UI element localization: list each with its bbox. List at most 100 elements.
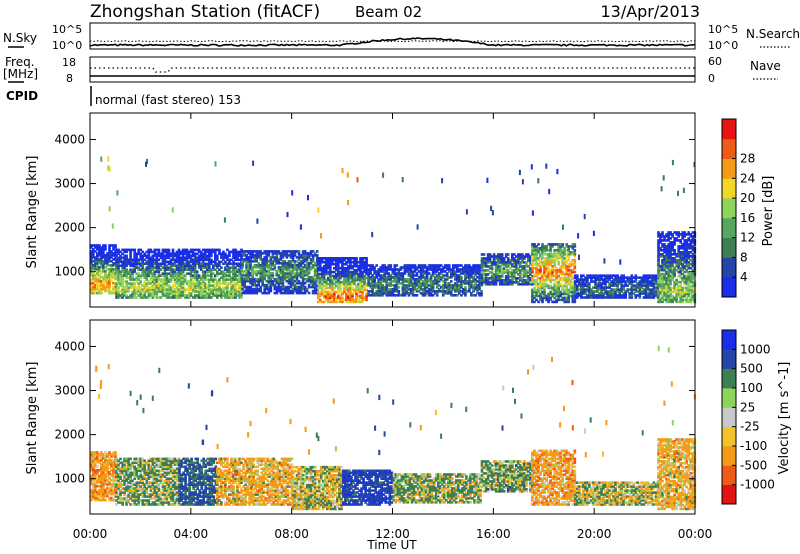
heatmap-cell [279,277,283,281]
heatmap-cell [228,266,231,269]
heatmap-cell [563,266,567,270]
heatmap-cell [169,290,173,293]
heatmap-cell [263,289,267,293]
heatmap-cell [165,248,169,252]
heatmap-cell [115,290,118,293]
heatmap-cell [509,263,512,266]
heatmap-cell [195,290,199,293]
heatmap-cell [181,268,185,271]
heatmap-cell [555,284,558,288]
heatmap-cell [559,247,563,250]
heatmap-cell [316,262,320,266]
heatmap-cell [153,270,157,273]
heatmap-cell [367,276,370,279]
heatmap-cell [541,290,544,294]
heatmap-cell [518,169,521,176]
heatmap-cell [681,251,685,254]
heatmap-cell [559,272,563,276]
heatmap-cell [580,274,583,277]
heatmap-cell [549,268,552,272]
heatmap-cell [151,294,155,297]
heatmap-cell [614,290,617,293]
heatmap-cell [189,264,193,268]
heatmap-cell [273,266,277,269]
heatmap-cell [212,278,215,281]
heatmap-cell [419,278,423,281]
heatmap-cell [470,282,473,285]
heatmap-cell [437,288,441,291]
heatmap-cell [557,257,561,260]
heatmap-cell [659,237,662,240]
heatmap-cell [153,250,157,254]
heatmap-cell [433,276,437,279]
heatmap-cell [584,284,587,287]
heatmap-cell [299,266,303,269]
heatmap-cell [480,294,483,297]
heatmap-cell [299,271,303,275]
heatmap-cell [265,283,269,287]
heatmap-cell [171,284,175,287]
heatmap-cell [385,268,389,271]
heatmap-cell [561,266,565,270]
nave-tick-top: 60 [708,55,722,68]
heatmap-cell [665,249,668,252]
heatmap-cell [478,264,481,267]
heatmap-cell [96,268,99,271]
heatmap-cell [147,288,151,291]
heatmap-cell [576,294,579,297]
heatmap-cell [537,294,540,298]
heatmap-cell [216,270,219,273]
heatmap-cell [486,255,490,258]
heatmap-cell [443,282,447,285]
heatmap-cell [139,288,143,291]
heatmap-cell [232,270,235,273]
heatmap-cell [147,250,151,254]
heatmap-cell [181,292,185,295]
heatmap-cell [203,258,207,262]
heatmap-cell [361,258,364,262]
heatmap-cell [100,254,103,257]
heatmap-cell [409,280,413,283]
heatmap-cell [656,296,660,299]
heatmap-cell [403,270,407,273]
heatmap-cell [403,288,407,291]
heatmap-cell [343,266,346,270]
heatmap-cell [281,291,285,295]
heatmap-cell [208,274,211,277]
heatmap-cell [171,248,175,252]
heatmap-cell [472,286,475,289]
heatmap-cell [419,286,423,289]
heatmap-cell [245,279,248,283]
heatmap-cell [488,277,492,280]
heatmap-cell [395,272,399,275]
heatmap-cell [133,268,137,271]
heatmap-cell [385,278,389,281]
heatmap-cell [279,254,283,257]
heatmap-cell [337,276,340,280]
heatmap-cell [179,250,183,254]
heatmap-cell [187,290,191,293]
heatmap-cell [339,288,342,292]
heatmap-cell [281,252,285,255]
heatmap-cell [556,168,559,175]
heatmap-cell [671,235,674,238]
heatmap-cell [683,253,687,256]
heatmap-cell [167,252,171,256]
heatmap-cell [535,247,538,250]
heatmap-cell [411,264,415,267]
heatmap-cell [273,256,277,259]
heatmap-cell [421,274,425,277]
heatmap-cell [657,288,660,292]
heatmap-cell [450,288,453,291]
heatmap-cell [228,250,231,254]
heatmap-cell [535,251,538,254]
heatmap-cell [193,262,197,266]
heatmap-cell [557,245,561,248]
heatmap-cell [230,282,233,285]
heatmap-cell [659,300,662,304]
heatmap-cell [255,279,259,283]
heatmap-cell [167,260,171,264]
heatmap-cell [179,252,183,256]
heatmap-cell [163,260,167,264]
heatmap-cell [117,250,120,254]
